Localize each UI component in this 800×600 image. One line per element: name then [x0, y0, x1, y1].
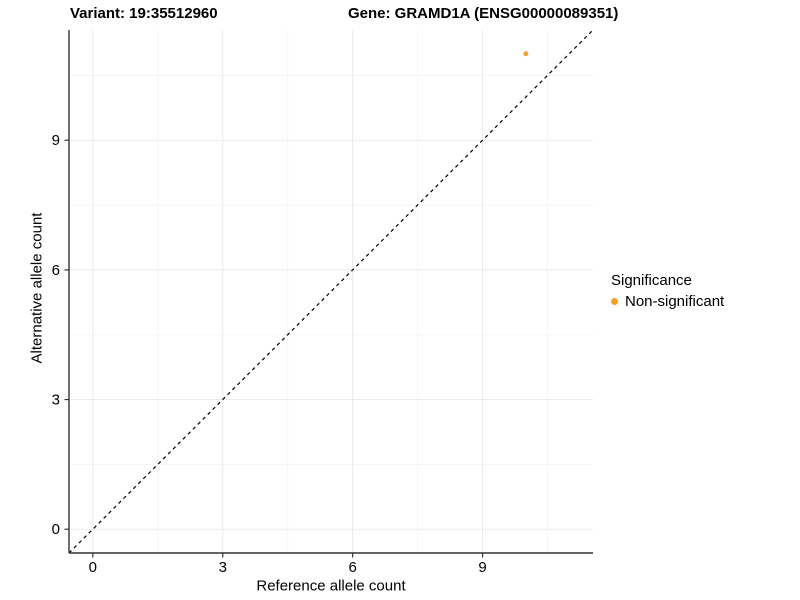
legend-item-non-significant: Non-significant: [611, 293, 724, 310]
gene-title: Gene: GRAMD1A (ENSG00000089351): [348, 5, 619, 22]
y-tick-label: 0: [52, 521, 60, 538]
variant-title: Variant: 19:35512960: [70, 5, 218, 22]
y-tick-label: 3: [52, 392, 60, 409]
legend: Significance Non-significant: [611, 272, 724, 310]
legend-item-label: Non-significant: [625, 293, 725, 310]
y-tick-label: 9: [52, 132, 60, 149]
x-tick-label: 0: [89, 559, 97, 576]
plot-panel: 0 3 6 9 0 3 6 9: [52, 29, 594, 576]
non-significant-point-icon: [611, 298, 618, 305]
y-tick-label: 6: [52, 262, 60, 279]
x-tick-label: 9: [478, 559, 486, 576]
x-axis-title: Reference allele count: [256, 577, 406, 595]
y-axis-title: Alternative allele count: [28, 212, 46, 364]
x-tick-label: 6: [348, 559, 356, 576]
data-point: [523, 51, 529, 57]
x-tick-label: 3: [219, 559, 227, 576]
identity-line: [68, 29, 594, 554]
legend-title: Significance: [611, 272, 692, 289]
